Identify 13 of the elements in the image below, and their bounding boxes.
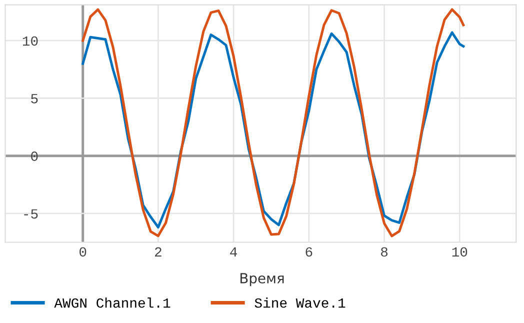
x-tick-label: 8 [381,247,388,257]
x-tick-label: 4 [230,247,238,256]
y-tick-label: 10 [22,36,38,46]
legend-label: Sine Wave.1 [254,298,346,308]
x-tick-label: 10 [452,247,468,257]
x-tick-label: 6 [306,247,312,257]
legend-label: AWGN Channel.1 [54,298,170,308]
x-tick-label: 2 [155,247,162,256]
y-tick-label: 5 [31,94,38,104]
y-tick-label: 0 [31,152,38,161]
x-axis-title: Время [240,273,284,286]
y-tick-label: -5 [24,209,38,219]
x-tick-label: 0 [80,247,86,257]
